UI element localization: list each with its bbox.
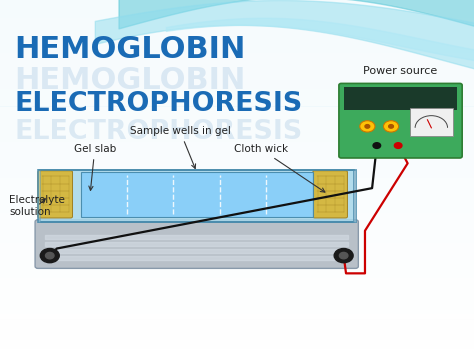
Bar	[0, 296, 474, 302]
Bar	[0, 260, 474, 266]
Bar	[0, 89, 474, 95]
Bar	[0, 12, 474, 18]
Bar	[0, 207, 474, 213]
Bar	[0, 77, 474, 83]
Bar	[0, 148, 474, 154]
Text: Electrolyte
solution: Electrolyte solution	[9, 195, 65, 217]
Circle shape	[394, 143, 402, 148]
Bar	[38, 170, 356, 222]
Text: Power source: Power source	[364, 66, 438, 76]
Bar	[0, 331, 474, 337]
Bar	[344, 87, 457, 110]
FancyBboxPatch shape	[313, 171, 347, 218]
Bar	[0, 266, 474, 272]
Bar	[0, 42, 474, 47]
Bar	[0, 248, 474, 255]
Text: HEMOGLOBIN: HEMOGLOBIN	[14, 35, 246, 64]
Bar	[0, 242, 474, 248]
Text: ELECTROPHORESIS: ELECTROPHORESIS	[14, 91, 302, 117]
Bar	[0, 349, 474, 355]
Circle shape	[339, 252, 348, 259]
Bar	[0, 219, 474, 225]
Bar	[0, 36, 474, 42]
Bar	[0, 154, 474, 160]
Bar	[0, 83, 474, 89]
Text: HEMOGLOBIN: HEMOGLOBIN	[14, 66, 246, 95]
Bar	[0, 100, 474, 106]
Bar	[39, 170, 354, 222]
Bar	[0, 166, 474, 171]
Bar	[0, 225, 474, 231]
Bar	[0, 272, 474, 278]
Bar	[0, 278, 474, 284]
FancyBboxPatch shape	[339, 83, 462, 158]
Bar	[0, 59, 474, 65]
Bar	[0, 29, 474, 36]
Bar	[0, 302, 474, 308]
Bar	[38, 170, 40, 222]
Bar	[0, 71, 474, 77]
Bar	[0, 343, 474, 349]
Text: Cloth wick: Cloth wick	[234, 144, 325, 192]
Bar	[0, 184, 474, 189]
Circle shape	[360, 121, 375, 132]
Bar	[0, 124, 474, 130]
Circle shape	[40, 248, 59, 263]
Bar	[0, 0, 474, 6]
Bar	[0, 171, 474, 178]
Text: ELECTROPHORESIS: ELECTROPHORESIS	[14, 119, 302, 145]
Bar	[0, 142, 474, 148]
Text: Sample wells in gel: Sample wells in gel	[130, 126, 230, 169]
Bar	[0, 47, 474, 53]
FancyBboxPatch shape	[38, 171, 73, 218]
Bar	[353, 170, 356, 222]
Bar	[0, 118, 474, 124]
Bar	[0, 231, 474, 237]
Bar	[0, 53, 474, 59]
Bar	[0, 255, 474, 260]
Bar	[0, 6, 474, 12]
Bar	[0, 95, 474, 100]
Bar	[0, 326, 474, 331]
Bar	[0, 113, 474, 118]
Circle shape	[389, 125, 393, 128]
Bar	[0, 18, 474, 24]
Bar	[0, 130, 474, 136]
Circle shape	[373, 143, 381, 148]
Bar	[0, 290, 474, 296]
Bar	[0, 320, 474, 326]
Circle shape	[334, 248, 353, 263]
Text: Gel slab: Gel slab	[73, 144, 116, 190]
Circle shape	[365, 125, 370, 128]
Bar	[0, 195, 474, 201]
Circle shape	[383, 121, 399, 132]
Bar	[0, 106, 474, 113]
Bar	[0, 178, 474, 184]
Bar	[0, 337, 474, 343]
Bar	[0, 237, 474, 242]
Bar	[0, 160, 474, 166]
Bar	[81, 172, 313, 217]
Bar	[0, 24, 474, 29]
Circle shape	[46, 252, 54, 259]
Bar	[0, 308, 474, 313]
Bar	[0, 201, 474, 207]
Bar	[0, 136, 474, 142]
Bar	[0, 189, 474, 195]
Bar	[0, 65, 474, 71]
Bar	[410, 108, 453, 136]
FancyBboxPatch shape	[35, 220, 358, 268]
Bar	[0, 284, 474, 290]
Bar	[0, 313, 474, 320]
Bar	[0, 213, 474, 219]
